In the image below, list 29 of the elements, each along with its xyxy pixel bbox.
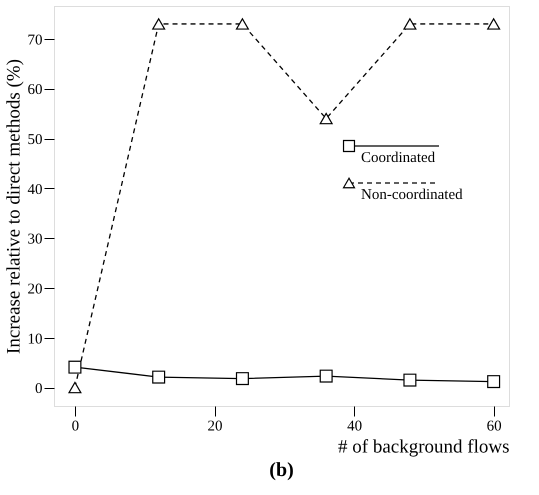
point	[68, 360, 82, 374]
point	[320, 112, 333, 124]
point	[236, 18, 249, 30]
y-tick-label: 50	[28, 132, 42, 148]
y-tick-label: 10	[28, 331, 42, 348]
point	[152, 370, 166, 384]
point	[236, 372, 249, 386]
x-tick-label: 0	[72, 418, 80, 434]
y-tick-label: 20	[28, 281, 42, 298]
point	[403, 18, 416, 30]
x-axis-title: # of background flows	[338, 436, 510, 458]
point	[487, 18, 500, 30]
y-tick-label: 70	[28, 32, 42, 48]
text: (b)	[269, 459, 294, 481]
y-axis-title: Increase relative to direct methods (%)	[4, 59, 24, 354]
y-tick-label: 40	[28, 182, 42, 198]
y-tick-label: 0	[35, 381, 42, 398]
point	[68, 382, 82, 394]
point	[403, 374, 416, 387]
x-tick-label: 40	[347, 418, 362, 434]
point	[152, 18, 166, 30]
point	[487, 375, 500, 388]
legend-label: Non-coordinated	[361, 187, 464, 203]
x-tick-label: 60	[486, 418, 502, 434]
x-tick-label: 20	[208, 418, 223, 434]
y-tick-label: 60	[28, 82, 42, 98]
legend-label: Coordinated	[361, 150, 436, 166]
point	[320, 370, 333, 383]
y-tick-label: 30	[28, 232, 42, 248]
